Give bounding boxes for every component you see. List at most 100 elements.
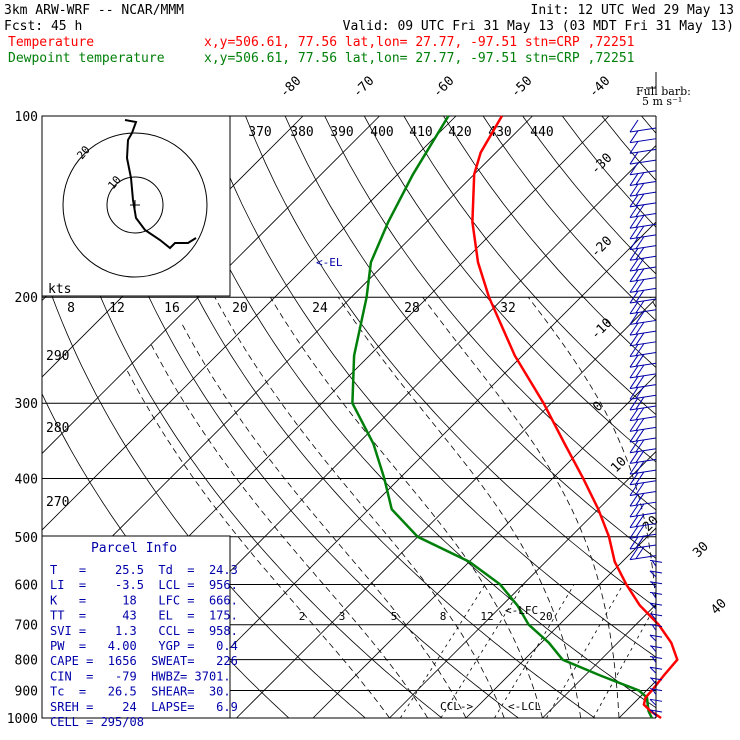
wind-barb-shaft: [629, 523, 657, 529]
mixing-ratio-label-upper: 20: [232, 301, 248, 316]
isotherm: [465, 527, 656, 718]
wind-barb-shaft: [629, 213, 657, 219]
wind-barb: [629, 172, 657, 186]
wind-barb-shaft: [629, 180, 657, 186]
wind-barb-flag: [629, 472, 639, 486]
wind-barb-flag2: [635, 279, 645, 292]
wind-barb-shaft: [649, 602, 657, 610]
wind-barb-flag: [629, 386, 639, 400]
hodograph-ring-inner: [106, 176, 164, 234]
wind-barb: [629, 268, 657, 283]
wind-barb: [629, 546, 657, 561]
wind-barb-flag: [629, 258, 639, 272]
parcel-row: SREH = 24 LAPSE= 6.9: [50, 700, 238, 714]
wind-barb-flag2: [635, 439, 645, 453]
wind-barb: [629, 247, 657, 261]
theta-label-370: 370: [248, 125, 271, 140]
wind-barb-shaft: [649, 634, 657, 642]
wind-barb-shaft: [651, 592, 657, 599]
temperature-legend: Temperature: [8, 35, 94, 50]
wind-barb: [629, 225, 657, 240]
isotherm-label: 10: [608, 454, 630, 476]
wind-barb-flag: [629, 365, 639, 379]
wind-barb-flag2: [635, 214, 645, 228]
wind-barb-flag: [629, 525, 639, 539]
moist-adiabat: [126, 370, 390, 718]
mixing-ratio-label-upper: 28: [404, 301, 420, 316]
dry-adiabat: [324, 116, 656, 511]
wind-barb-flag2: [635, 257, 645, 271]
mixing-ratio-line: [400, 584, 486, 718]
wind-barb-flag: [649, 613, 663, 617]
wind-barb-shaft: [629, 437, 657, 443]
wind-barb: [629, 130, 657, 144]
wind-barb-shaft: [629, 319, 657, 325]
mixing-ratio-label-upper: 24: [312, 301, 328, 316]
wind-barb: [629, 396, 657, 411]
wind-barb-shaft: [629, 298, 657, 304]
wind-barb-shaft: [651, 560, 657, 567]
wind-barb-shaft: [650, 645, 657, 653]
wind-barb-flag: [629, 429, 639, 443]
mixing-ratio-line: [546, 584, 624, 718]
wind-barb: [629, 193, 657, 208]
wind-barb: [629, 332, 657, 347]
wind-barb-flag: [629, 248, 639, 261]
wind-barb: [649, 581, 663, 589]
wind-barb-flag: [629, 440, 639, 454]
wind-barb-shaft: [650, 581, 657, 589]
parcel-row: PW = 4.00 YGP = 0.4: [50, 639, 238, 653]
wind-barb-shaft: [629, 501, 657, 507]
wind-barb-shaft: [649, 698, 657, 706]
wind-barb-shaft: [649, 666, 657, 674]
el-annotation: <-EL: [316, 256, 343, 269]
wind-barb: [629, 204, 657, 219]
dry-adiabat: [47, 116, 443, 718]
wind-barb: [629, 375, 657, 390]
wind-barb-shaft: [629, 245, 657, 251]
parcel-row: Tc = 26.5 SHEAR= 30.: [50, 685, 231, 699]
wind-barb-flag: [629, 376, 639, 389]
wind-barb: [629, 524, 657, 539]
wind-barb: [629, 141, 657, 154]
wind-barb: [629, 300, 657, 315]
forecast-hour: Fcst: 45 h: [4, 19, 82, 34]
pressure-label-1000: 1000: [7, 712, 38, 727]
dry-adiabat: [363, 116, 656, 463]
wind-barb: [649, 688, 663, 695]
wind-barb: [649, 602, 663, 610]
wind-barb-flag2: [635, 524, 645, 538]
dewpoint-line: [351, 115, 654, 719]
wind-barb-shaft: [629, 170, 657, 176]
wind-barb: [629, 289, 657, 304]
wind-barb: [629, 418, 657, 432]
hodograph-trace: [124, 119, 197, 250]
isotherm: [236, 297, 656, 718]
wind-barb-shaft: [629, 148, 657, 154]
wind-barb-flag: [649, 698, 663, 702]
wind-barb-shaft: [629, 480, 657, 486]
moist-adiabat: [734, 297, 740, 718]
mixing-ratio-label-lower: 2: [299, 610, 306, 623]
hodograph-units: kts: [48, 282, 71, 297]
moist-adiabat: [649, 297, 656, 309]
wind-barb: [629, 460, 657, 475]
wind-barb: [629, 407, 657, 422]
wind-barb-flag2: [635, 492, 645, 506]
dry-adiabat: [86, 116, 519, 718]
isotherm-label: 0: [590, 399, 606, 415]
wind-barb-flag2: [635, 418, 645, 431]
hodograph-ring-outer: [62, 132, 208, 278]
wind-barb-flag: [649, 602, 663, 606]
wind-barb: [629, 535, 657, 550]
wind-barb-flag: [629, 354, 639, 368]
theta-label-380: 380: [290, 125, 313, 140]
wind-barb-shaft: [651, 656, 657, 663]
isotherm-label: -70: [350, 74, 377, 101]
parcel-title: Parcel Info: [91, 541, 177, 556]
wind-barb: [649, 591, 663, 599]
wind-barb-flag: [629, 301, 639, 315]
mixing-ratio-label-lower: 12: [480, 610, 493, 623]
pressure-label-900: 900: [15, 684, 38, 699]
